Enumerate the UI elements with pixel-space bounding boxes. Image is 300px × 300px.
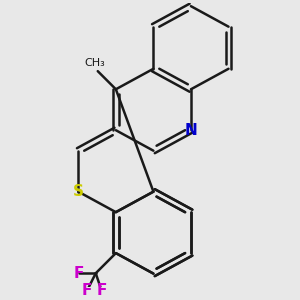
Text: F: F — [82, 283, 92, 298]
Text: F: F — [96, 283, 106, 298]
Text: N: N — [184, 123, 197, 138]
Text: CH₃: CH₃ — [85, 58, 105, 68]
Text: S: S — [73, 184, 84, 199]
Text: F: F — [74, 266, 84, 281]
